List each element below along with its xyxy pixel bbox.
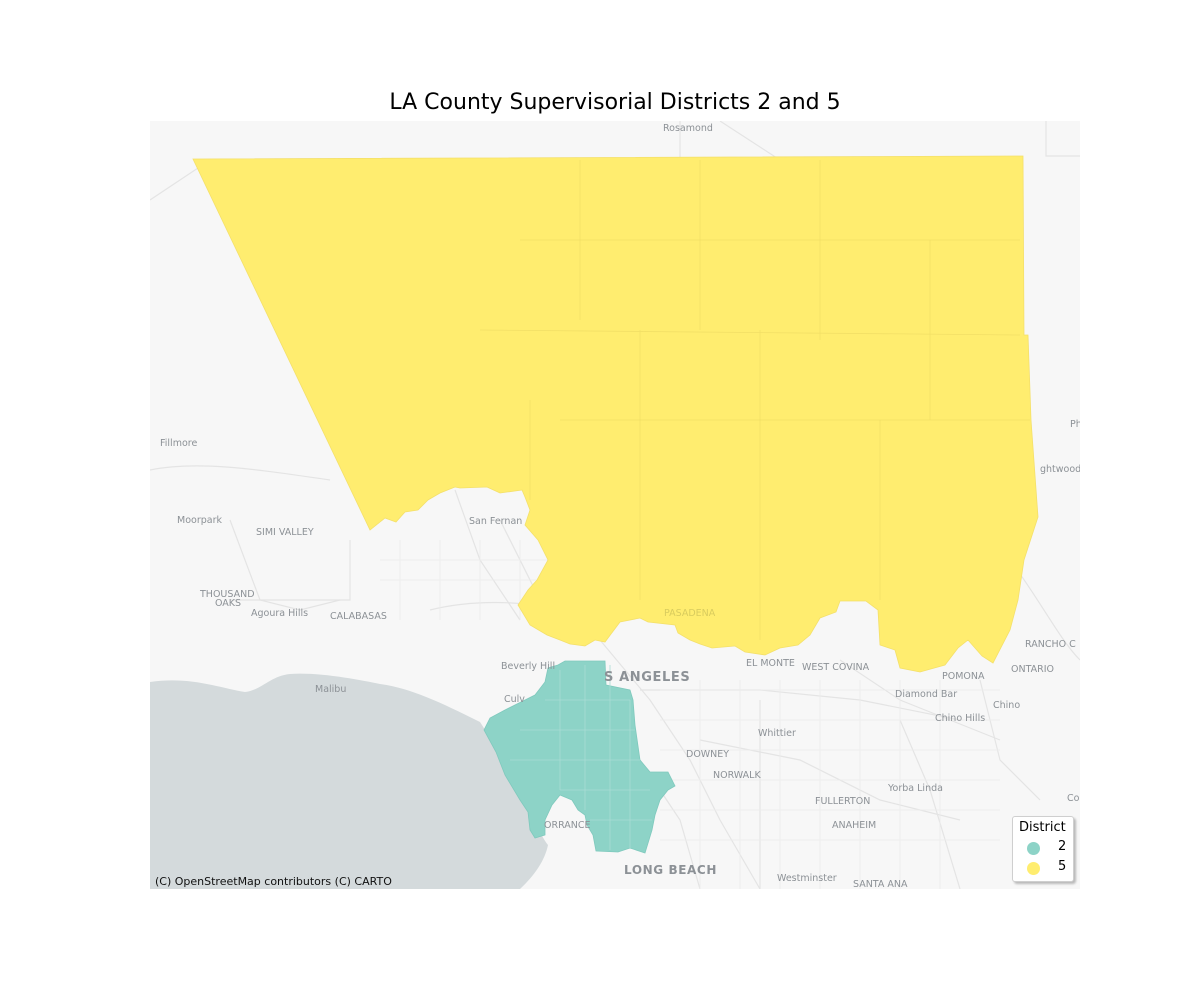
legend-swatch (1027, 862, 1040, 875)
place-label: SIMI VALLEY (256, 527, 314, 538)
place-label: ghtwood (1040, 464, 1081, 475)
legend-swatch (1027, 842, 1040, 855)
place-label: Chino (993, 700, 1020, 711)
place-label: WEST COVINA (802, 662, 870, 673)
basemap-gridlines (380, 540, 1000, 889)
place-label: Westminster (777, 873, 837, 884)
legend-item-district-5: 5 (1027, 859, 1073, 877)
place-label: POMONA (942, 671, 985, 682)
legend-label: 2 (1058, 839, 1067, 854)
place-label: PASADENA (664, 608, 716, 619)
map-legend: District 2 5 (1012, 816, 1074, 882)
district-5-boundaries (479, 160, 1030, 640)
place-label: SANTA ANA (853, 879, 908, 890)
map-attribution: (C) OpenStreetMap contributors (C) CARTO (155, 875, 392, 888)
place-label: Moorpark (177, 515, 222, 526)
place-label: CALABASAS (330, 611, 387, 622)
place-label: Culv (504, 694, 525, 705)
place-label: S ANGELES (604, 670, 690, 685)
legend-item-district-2: 2 (1027, 839, 1073, 857)
place-label: OAKS (215, 598, 241, 609)
place-label: Agoura Hills (251, 608, 308, 619)
place-label: Diamond Bar (895, 689, 957, 700)
place-label: DOWNEY (686, 749, 729, 760)
place-label: Whittier (758, 728, 796, 739)
legend-label: 5 (1058, 859, 1067, 874)
place-label: Co (1067, 793, 1080, 804)
place-label: San Fernan (469, 516, 522, 527)
place-label: Fillmore (160, 438, 197, 449)
place-label: THOUSAND (199, 589, 255, 600)
place-labels: Rosamond Fillmore Moorpark SIMI VALLEY T… (160, 123, 1082, 890)
legend-title: District (1019, 820, 1066, 835)
pacific-ocean (150, 673, 548, 889)
place-label: Chino Hills (935, 713, 985, 724)
place-label: ORRANCE (544, 820, 591, 831)
map-title: LA County Supervisorial Districts 2 and … (389, 90, 841, 115)
place-label: Rosamond (663, 123, 713, 134)
place-label: Beverly Hill (501, 661, 555, 672)
place-label: NORWALK (713, 770, 761, 781)
place-label: ANAHEIM (832, 820, 876, 831)
place-label: EL MONTE (746, 658, 795, 669)
place-label: Ph (1070, 419, 1082, 430)
place-label: ONTARIO (1011, 664, 1054, 675)
place-label: Yorba Linda (887, 783, 943, 794)
basemap-roads (150, 121, 1080, 889)
district-2-region[interactable] (483, 660, 676, 854)
place-label: RANCHO C (1025, 639, 1076, 650)
place-label: LONG BEACH (624, 863, 717, 877)
district-2-boundaries (510, 665, 652, 850)
place-label: FULLERTON (815, 796, 870, 807)
district-5-region[interactable] (192, 155, 1039, 673)
place-label: Malibu (315, 684, 346, 695)
